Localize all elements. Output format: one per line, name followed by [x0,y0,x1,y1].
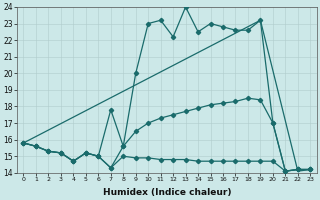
X-axis label: Humidex (Indice chaleur): Humidex (Indice chaleur) [103,188,231,197]
